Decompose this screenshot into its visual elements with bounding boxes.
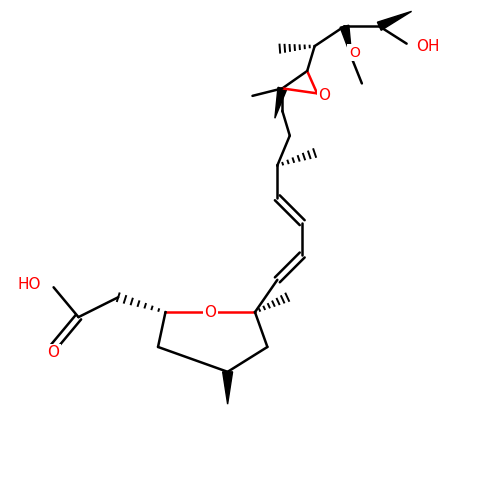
Polygon shape [222, 372, 232, 404]
Text: O: O [48, 346, 60, 360]
Text: HO: HO [18, 278, 41, 292]
Text: O: O [318, 88, 330, 104]
Text: OH: OH [416, 38, 440, 54]
Text: O: O [204, 304, 216, 320]
Polygon shape [378, 12, 412, 30]
Polygon shape [340, 25, 352, 58]
Text: O: O [349, 46, 360, 60]
Polygon shape [275, 88, 286, 118]
